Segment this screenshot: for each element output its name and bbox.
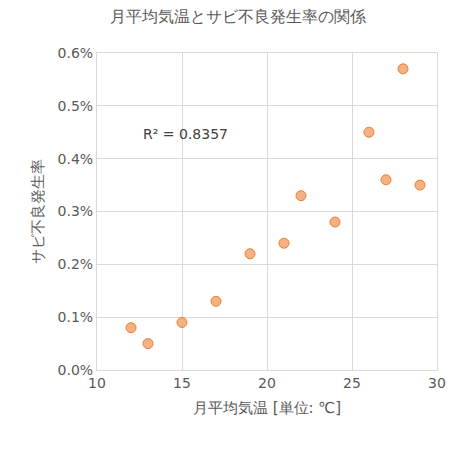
svg-text:20: 20	[258, 375, 276, 391]
svg-text:0.5%: 0.5%	[58, 98, 94, 114]
svg-text:0.6%: 0.6%	[58, 45, 94, 61]
svg-text:0.2%: 0.2%	[58, 256, 94, 272]
svg-text:0.0%: 0.0%	[58, 362, 94, 378]
svg-text:30: 30	[428, 375, 446, 391]
svg-text:月平均気温 [単位: ℃]: 月平均気温 [単位: ℃]	[193, 399, 341, 417]
svg-text:サビ不良発生率: サビ不良発生率	[29, 159, 47, 264]
svg-text:10: 10	[88, 375, 106, 391]
svg-text:15: 15	[173, 375, 191, 391]
svg-text:0.3%: 0.3%	[58, 203, 94, 219]
svg-text:0.4%: 0.4%	[58, 151, 94, 167]
svg-text:0.1%: 0.1%	[58, 309, 94, 325]
svg-text:月平均気温とサビ不良発生率の関係: 月平均気温とサビ不良発生率の関係	[110, 7, 366, 26]
svg-text:25: 25	[343, 375, 361, 391]
svg-text:R² = 0.8357: R² = 0.8357	[143, 126, 228, 142]
